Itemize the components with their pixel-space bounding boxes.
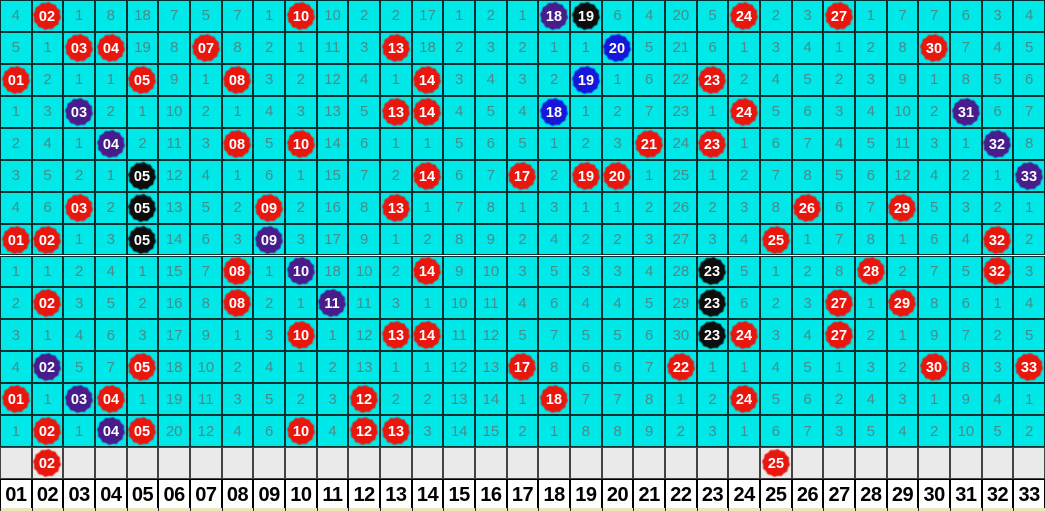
svg-text:03: 03	[71, 392, 87, 408]
svg-text:10: 10	[293, 9, 309, 25]
svg-text:02: 02	[39, 360, 55, 376]
svg-text:25: 25	[768, 456, 784, 472]
svg-text:26: 26	[799, 201, 815, 217]
svg-text:32: 32	[989, 137, 1005, 153]
svg-text:30: 30	[926, 41, 942, 57]
svg-text:04: 04	[103, 137, 119, 153]
svg-text:18: 18	[546, 105, 562, 121]
svg-text:10: 10	[293, 328, 309, 344]
svg-text:24: 24	[736, 105, 752, 121]
svg-text:10: 10	[293, 424, 309, 440]
svg-text:13: 13	[388, 201, 404, 217]
svg-text:14: 14	[419, 73, 435, 89]
svg-text:08: 08	[229, 296, 245, 312]
svg-text:31: 31	[958, 105, 974, 121]
svg-text:05: 05	[134, 424, 150, 440]
svg-text:07: 07	[198, 41, 214, 57]
svg-text:28: 28	[863, 264, 879, 280]
svg-text:20: 20	[609, 41, 625, 57]
svg-text:14: 14	[419, 328, 435, 344]
svg-text:04: 04	[103, 424, 119, 440]
svg-text:05: 05	[134, 201, 150, 217]
svg-text:03: 03	[71, 105, 87, 121]
svg-text:02: 02	[39, 424, 55, 440]
svg-text:05: 05	[134, 360, 150, 376]
svg-text:27: 27	[831, 296, 847, 312]
svg-text:03: 03	[71, 41, 87, 57]
svg-text:33: 33	[1021, 169, 1037, 185]
svg-text:17: 17	[514, 360, 530, 376]
svg-text:05: 05	[134, 73, 150, 89]
svg-text:24: 24	[736, 328, 752, 344]
svg-text:29: 29	[894, 201, 910, 217]
svg-text:23: 23	[704, 328, 720, 344]
svg-text:05: 05	[134, 169, 150, 185]
svg-text:08: 08	[229, 73, 245, 89]
svg-text:01: 01	[8, 392, 24, 408]
svg-text:03: 03	[71, 201, 87, 217]
svg-text:19: 19	[578, 73, 594, 89]
svg-text:11: 11	[325, 296, 340, 312]
svg-text:02: 02	[39, 232, 55, 248]
svg-text:24: 24	[736, 9, 752, 25]
svg-text:09: 09	[261, 232, 277, 248]
svg-text:33: 33	[1021, 360, 1037, 376]
svg-text:23: 23	[704, 137, 720, 153]
svg-text:13: 13	[388, 328, 404, 344]
svg-text:20: 20	[609, 169, 625, 185]
svg-text:02: 02	[39, 296, 55, 312]
svg-text:01: 01	[8, 73, 24, 89]
svg-text:05: 05	[134, 232, 150, 248]
svg-text:12: 12	[356, 424, 372, 440]
svg-text:29: 29	[894, 296, 910, 312]
svg-text:27: 27	[831, 9, 847, 25]
svg-text:13: 13	[388, 424, 404, 440]
svg-text:23: 23	[704, 73, 720, 89]
svg-text:30: 30	[926, 360, 942, 376]
svg-text:17: 17	[514, 169, 530, 185]
svg-text:13: 13	[388, 41, 404, 57]
svg-text:32: 32	[989, 264, 1005, 280]
svg-text:19: 19	[578, 169, 594, 185]
svg-text:21: 21	[641, 137, 657, 153]
svg-text:14: 14	[419, 105, 435, 121]
svg-text:04: 04	[103, 392, 119, 408]
svg-text:02: 02	[39, 9, 55, 25]
svg-text:10: 10	[293, 137, 309, 153]
svg-text:25: 25	[768, 232, 784, 248]
svg-text:24: 24	[736, 392, 752, 408]
svg-text:19: 19	[578, 9, 594, 25]
svg-text:18: 18	[546, 9, 562, 25]
svg-text:27: 27	[831, 328, 847, 344]
svg-text:10: 10	[293, 264, 309, 280]
svg-text:23: 23	[704, 264, 720, 280]
svg-text:08: 08	[229, 264, 245, 280]
svg-text:08: 08	[229, 137, 245, 153]
svg-text:22: 22	[673, 360, 689, 376]
svg-text:32: 32	[989, 232, 1005, 248]
svg-text:09: 09	[261, 201, 277, 217]
svg-text:01: 01	[8, 232, 24, 248]
svg-text:12: 12	[356, 392, 372, 408]
svg-text:04: 04	[103, 41, 119, 57]
svg-text:23: 23	[704, 296, 720, 312]
svg-text:14: 14	[419, 264, 435, 280]
svg-text:14: 14	[419, 169, 435, 185]
svg-text:02: 02	[39, 456, 55, 472]
svg-text:13: 13	[388, 105, 404, 121]
svg-text:18: 18	[546, 392, 562, 408]
